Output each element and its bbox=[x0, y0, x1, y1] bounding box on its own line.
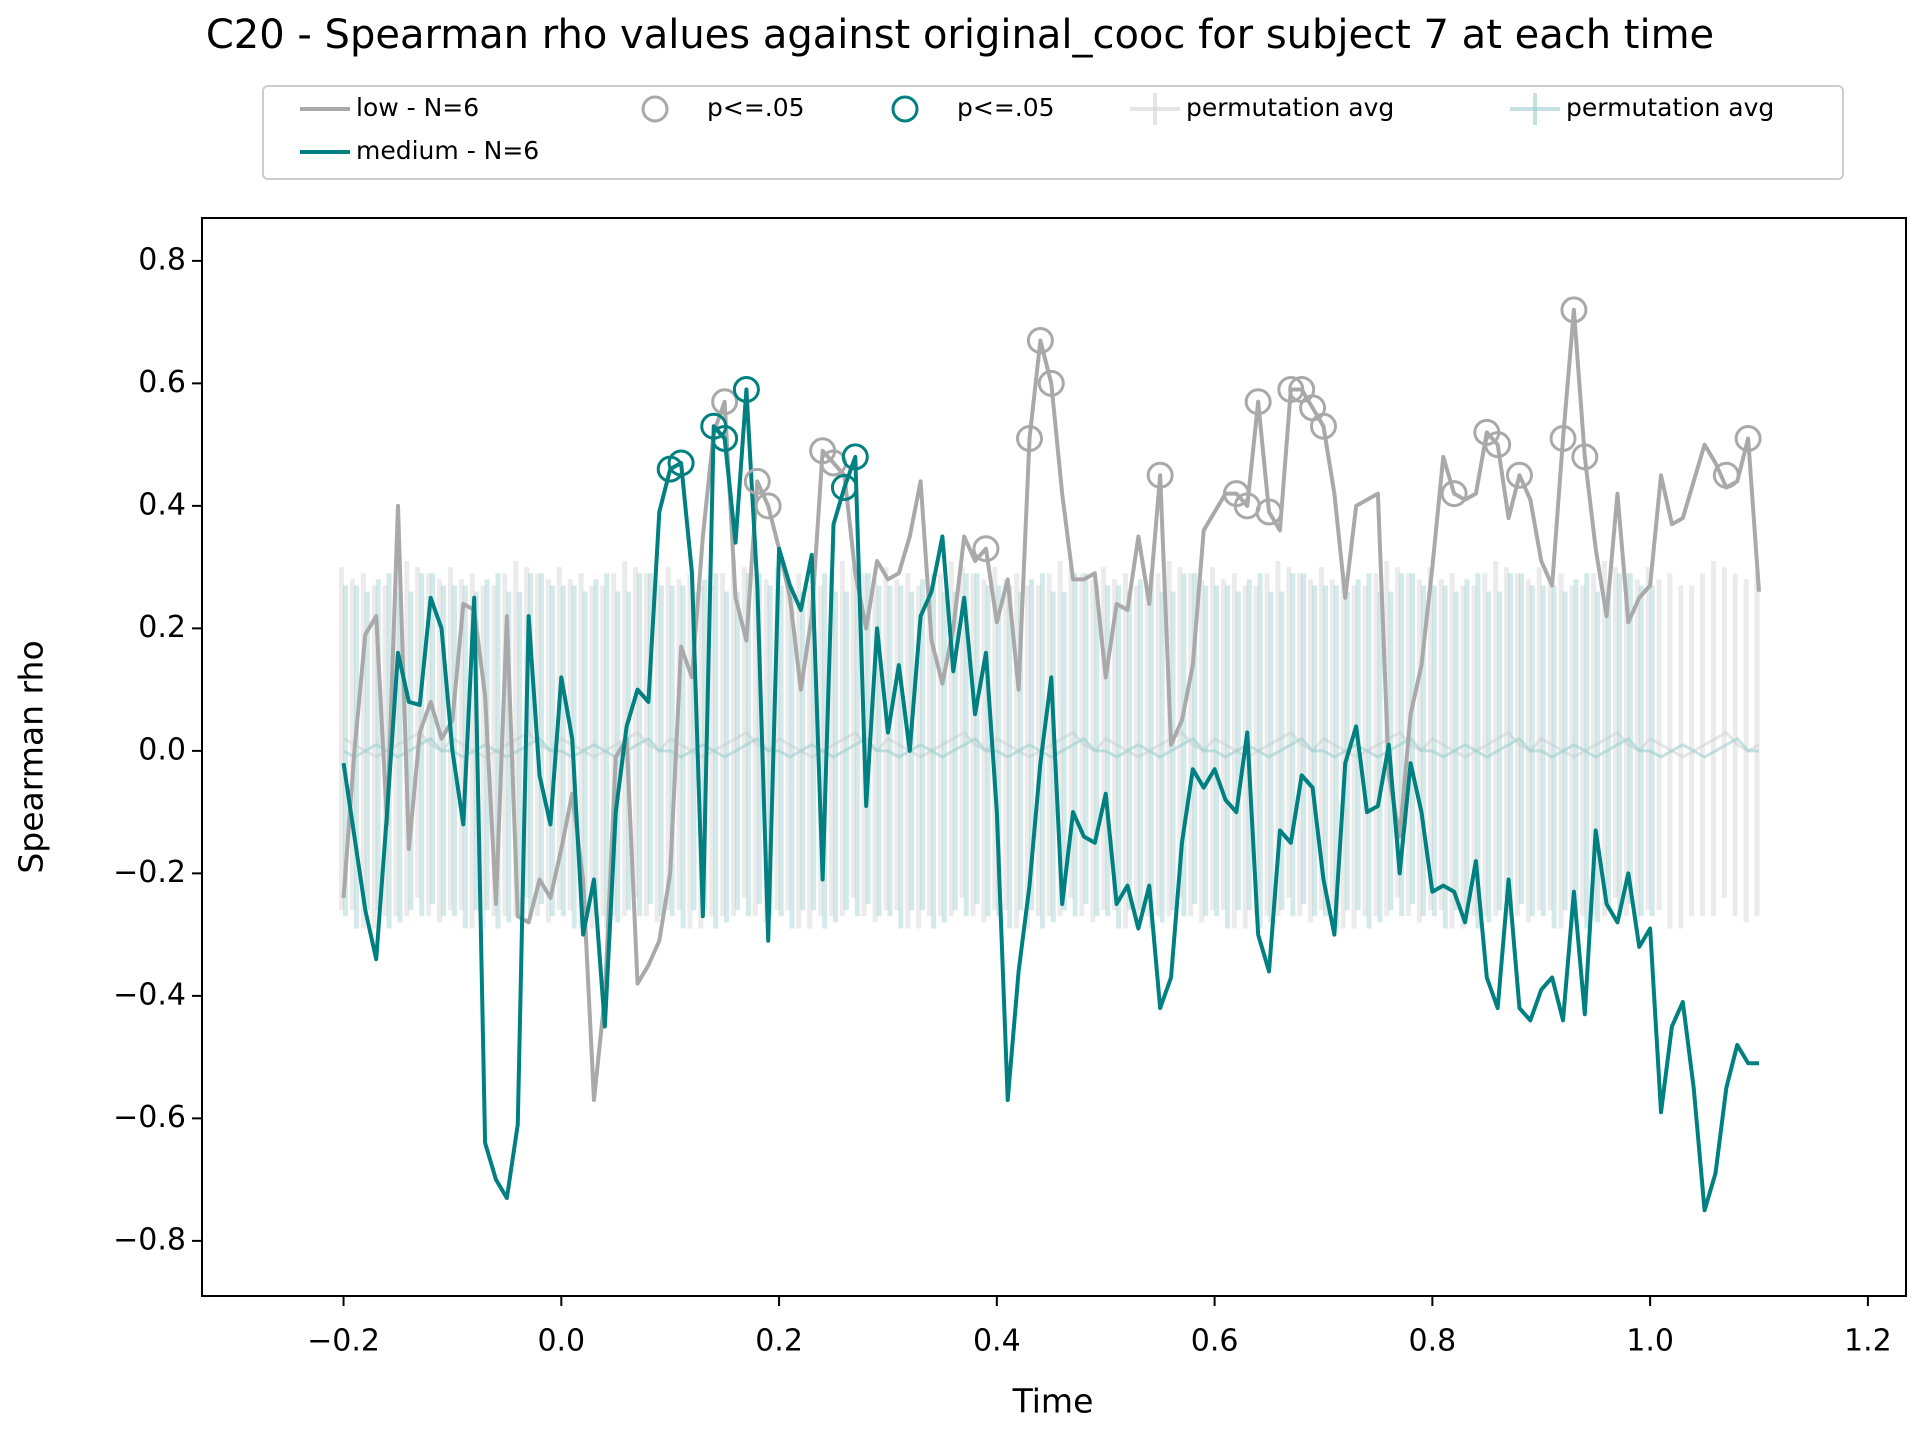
permutation-line bbox=[342, 730, 1760, 759]
significance-marker bbox=[830, 474, 858, 501]
significance-marker bbox=[1146, 461, 1174, 489]
y-tick-label: 0.4 bbox=[138, 487, 186, 522]
y-tick-label: −0.4 bbox=[113, 977, 186, 1012]
significance-marker bbox=[1549, 425, 1577, 452]
y-axis-label: Spearman rho bbox=[12, 640, 51, 873]
chart-title: C20 - Spearman rho values against origin… bbox=[206, 12, 1714, 58]
legend-label: low - N=6 bbox=[356, 93, 479, 122]
legend-box bbox=[262, 85, 1844, 180]
significance-marker bbox=[667, 449, 695, 477]
y-tick-label: −0.8 bbox=[113, 1222, 186, 1257]
legend-label: p<=.05 bbox=[957, 93, 1055, 122]
legend-label: medium - N=6 bbox=[356, 136, 539, 165]
significance-marker bbox=[1277, 376, 1305, 403]
significance-marker bbox=[1309, 412, 1337, 440]
y-tick-label: 0.8 bbox=[138, 242, 186, 277]
plot-area bbox=[339, 296, 1762, 1213]
significance-marker bbox=[743, 467, 771, 495]
significance-marker bbox=[1255, 498, 1283, 526]
significance-marker bbox=[1560, 296, 1588, 324]
significance-marker bbox=[1484, 431, 1512, 459]
y-tick-label: 0.2 bbox=[138, 610, 186, 645]
significance-marker bbox=[972, 535, 1000, 563]
significance-marker bbox=[1505, 461, 1533, 489]
x-tick-label: 0.8 bbox=[1409, 1324, 1457, 1359]
significance-marker bbox=[711, 388, 739, 416]
permutation-line bbox=[342, 736, 1760, 759]
plot-frame bbox=[201, 217, 1907, 1297]
y-tick-label: 0.0 bbox=[138, 732, 186, 767]
significance-marker bbox=[1571, 443, 1599, 471]
legend-label: permutation avg bbox=[1566, 93, 1774, 122]
x-tick-label: 0.0 bbox=[537, 1324, 585, 1359]
x-axis-label: Time bbox=[1012, 1382, 1094, 1421]
significance-marker bbox=[754, 492, 782, 520]
significance-marker bbox=[1037, 369, 1065, 397]
legend-label: p<=.05 bbox=[707, 93, 805, 122]
legend-handle bbox=[641, 95, 669, 123]
x-tick-label: 0.6 bbox=[1191, 1324, 1239, 1359]
significance-marker bbox=[841, 443, 869, 471]
x-tick-label: 1.0 bbox=[1626, 1324, 1674, 1359]
significance-marker bbox=[1016, 425, 1044, 452]
legend-handle bbox=[891, 95, 919, 123]
x-tick-label: 0.2 bbox=[755, 1324, 803, 1359]
significance-marker bbox=[1734, 425, 1762, 452]
significance-marker bbox=[1440, 480, 1468, 508]
x-tick-label: 0.4 bbox=[973, 1324, 1021, 1359]
significance-marker bbox=[1712, 461, 1740, 489]
y-tick-label: −0.2 bbox=[113, 855, 186, 890]
y-tick-label: 0.6 bbox=[138, 365, 186, 400]
y-tick-label: −0.6 bbox=[113, 1100, 186, 1135]
legend: low - N=6 medium - N=6 p<=.05 p<=.05 permuta… bbox=[262, 85, 1844, 180]
legend-label: permutation avg bbox=[1186, 93, 1394, 122]
series-line bbox=[341, 387, 1760, 1213]
x-tick-label: 1.2 bbox=[1844, 1324, 1892, 1359]
significance-marker bbox=[1026, 327, 1054, 354]
x-tick-label: −0.2 bbox=[307, 1324, 380, 1359]
significance-marker bbox=[732, 376, 760, 403]
significance-marker bbox=[1244, 388, 1272, 416]
significance-marker bbox=[711, 425, 739, 452]
